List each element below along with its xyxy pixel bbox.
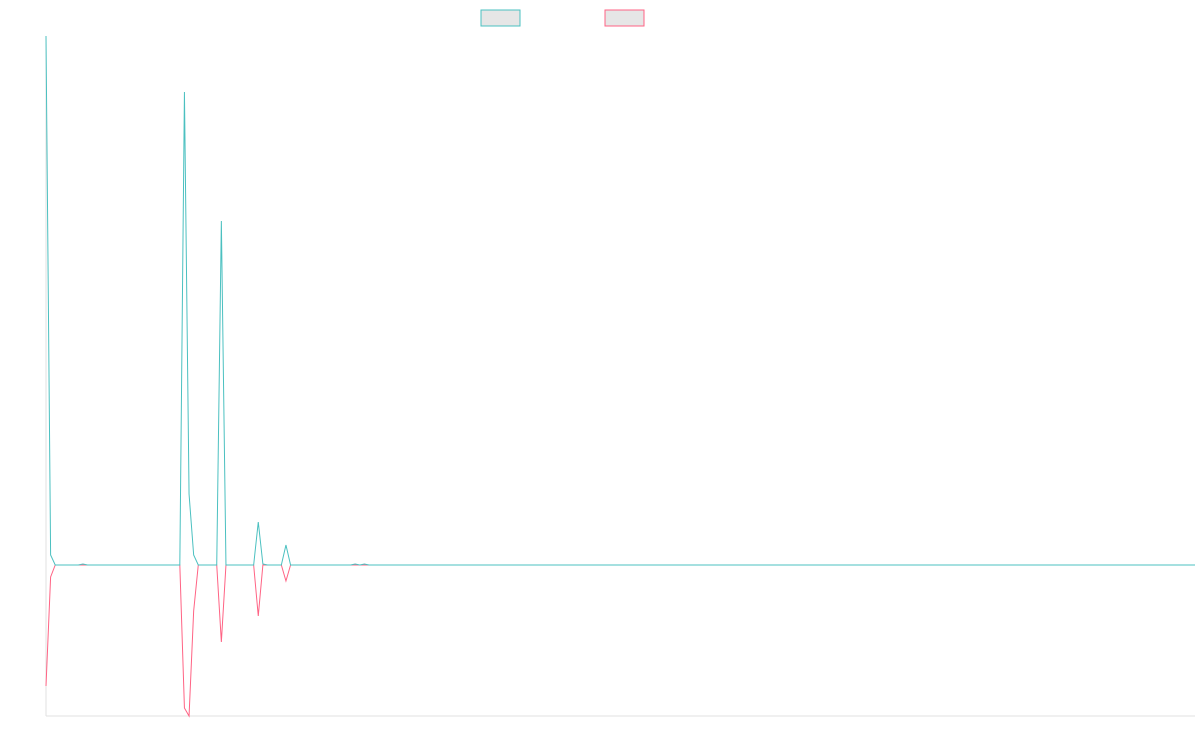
series-line: [45, 35, 1195, 566]
legend-swatch[interactable]: [604, 9, 645, 27]
legend-swatch[interactable]: [480, 9, 521, 27]
series-line: [45, 564, 1195, 718]
